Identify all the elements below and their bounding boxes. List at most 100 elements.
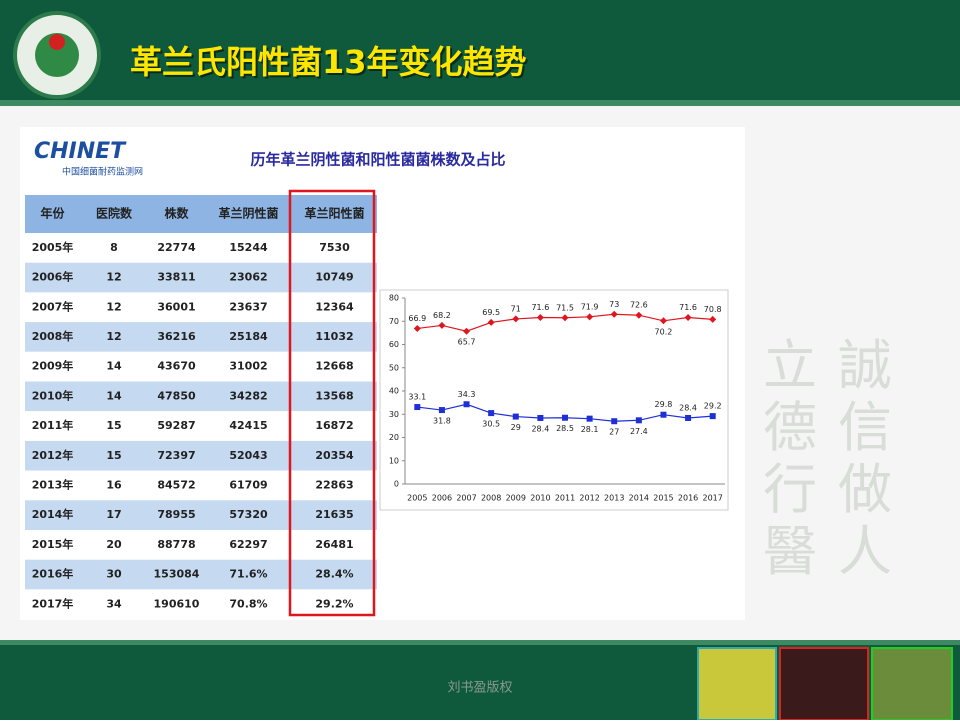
data-label: 30.5 xyxy=(482,420,500,429)
table-cell: 36216 xyxy=(157,330,196,343)
data-label: 66.9 xyxy=(408,314,426,323)
x-tick-label: 2010 xyxy=(530,494,550,503)
point xyxy=(488,410,495,417)
data-label: 34.3 xyxy=(458,390,476,399)
data-label: 29 xyxy=(511,423,521,432)
table-cell: 16872 xyxy=(315,419,353,432)
image-lungs xyxy=(779,647,869,721)
top-band xyxy=(0,0,960,100)
table-cell: 12 xyxy=(106,330,121,343)
table-cell: 12668 xyxy=(315,360,353,373)
table-row-bg xyxy=(25,262,377,293)
table-cell: 8 xyxy=(110,241,118,254)
calligraphy-char: 立 xyxy=(763,334,817,397)
table-row-bg xyxy=(25,351,377,382)
point xyxy=(659,317,667,325)
calligraphy-char: 誠 xyxy=(838,334,892,397)
x-tick-label: 2016 xyxy=(678,494,698,503)
table-cell: 13568 xyxy=(315,389,353,402)
table-cell: 71.6% xyxy=(229,568,267,581)
table-cell: 28.4% xyxy=(315,568,353,581)
point xyxy=(635,417,642,424)
point xyxy=(512,413,519,420)
point xyxy=(635,311,643,319)
table-cell: 2008年 xyxy=(32,329,74,343)
data-label: 73 xyxy=(609,300,619,309)
table-cell: 7530 xyxy=(319,241,350,254)
title-shadow: 革兰氏阳性菌13年变化趋势 xyxy=(132,45,529,83)
table-cell: 14 xyxy=(106,360,122,373)
calligraphy-char: 德 xyxy=(763,396,817,459)
table-cell: 190610 xyxy=(154,597,200,610)
slide-title: 革兰氏阳性菌13年变化趋势 xyxy=(130,43,527,81)
calligraphy-char: 行 xyxy=(763,458,817,521)
image-cells xyxy=(871,647,953,721)
table-row-bg xyxy=(25,559,377,590)
table-cell: 12 xyxy=(106,300,121,313)
table-header-cell: 医院数 xyxy=(96,206,133,221)
x-tick-label: 2015 xyxy=(653,494,673,503)
data-label: 29.2 xyxy=(704,402,722,411)
calligraphy-char: 人 xyxy=(838,520,892,583)
table-cell: 11032 xyxy=(315,330,353,343)
data-label: 68.2 xyxy=(433,311,451,320)
y-tick-label: 80 xyxy=(389,294,399,303)
image-bacteria xyxy=(697,647,777,721)
table-cell: 2013年 xyxy=(32,477,74,491)
point xyxy=(586,415,593,422)
table-cell: 2005年 xyxy=(32,240,74,254)
table-cell: 34 xyxy=(106,597,122,610)
table-cell: 20354 xyxy=(315,449,354,462)
table-cell: 15244 xyxy=(229,241,268,254)
calligraphy-char: 信 xyxy=(838,396,892,459)
chart-frame xyxy=(379,289,729,511)
data-label: 31.8 xyxy=(433,417,451,426)
table-cell: 2011年 xyxy=(32,418,74,432)
table-row-bg xyxy=(25,411,377,441)
highlight-box xyxy=(288,189,376,617)
table-cell: 15 xyxy=(106,449,121,462)
table-cell: 52043 xyxy=(229,449,267,462)
table-cell: 22774 xyxy=(157,241,196,254)
table-cell: 30 xyxy=(106,568,122,581)
data-label: 27.4 xyxy=(630,427,648,436)
point xyxy=(709,413,716,420)
table-cell: 12 xyxy=(106,271,121,284)
data-label: 70.8 xyxy=(704,305,722,314)
table-row-bg xyxy=(25,292,377,323)
table-cell: 23637 xyxy=(229,300,267,313)
point xyxy=(660,411,667,418)
y-tick-label: 0 xyxy=(394,480,399,489)
table-cell: 12364 xyxy=(315,300,354,313)
table-cell: 22863 xyxy=(315,478,353,491)
data-label: 28.1 xyxy=(581,425,599,434)
table-cell: 33811 xyxy=(157,271,195,284)
table-cell: 20 xyxy=(106,538,122,551)
y-tick-label: 60 xyxy=(389,340,399,349)
data-label: 70.2 xyxy=(655,327,673,336)
data-label: 71.6 xyxy=(679,303,697,312)
table-cell: 2016年 xyxy=(32,567,74,581)
point xyxy=(536,314,544,322)
table-cell: 84572 xyxy=(157,478,195,491)
point xyxy=(611,418,618,425)
table-cell: 47850 xyxy=(157,389,196,402)
table-cell: 21635 xyxy=(315,508,353,521)
y-tick-label: 50 xyxy=(389,363,399,372)
table-cell: 2014年 xyxy=(32,507,74,521)
point xyxy=(463,401,470,408)
table-cell: 10749 xyxy=(315,271,353,284)
x-tick-label: 2012 xyxy=(579,494,599,503)
point xyxy=(413,324,421,332)
table-cell: 16 xyxy=(106,478,122,491)
point xyxy=(586,313,594,321)
table-cell: 2017年 xyxy=(32,596,74,610)
data-label: 69.5 xyxy=(482,308,500,317)
table-header-bg xyxy=(25,195,377,233)
x-tick-label: 2006 xyxy=(432,494,452,503)
table-cell: 78955 xyxy=(157,508,195,521)
table-cell: 14 xyxy=(106,389,122,402)
y-tick-label: 40 xyxy=(389,387,399,396)
calligraphy-right: 誠信做人 xyxy=(838,334,892,583)
table-header-cell: 革兰阴性菌 xyxy=(218,206,278,221)
